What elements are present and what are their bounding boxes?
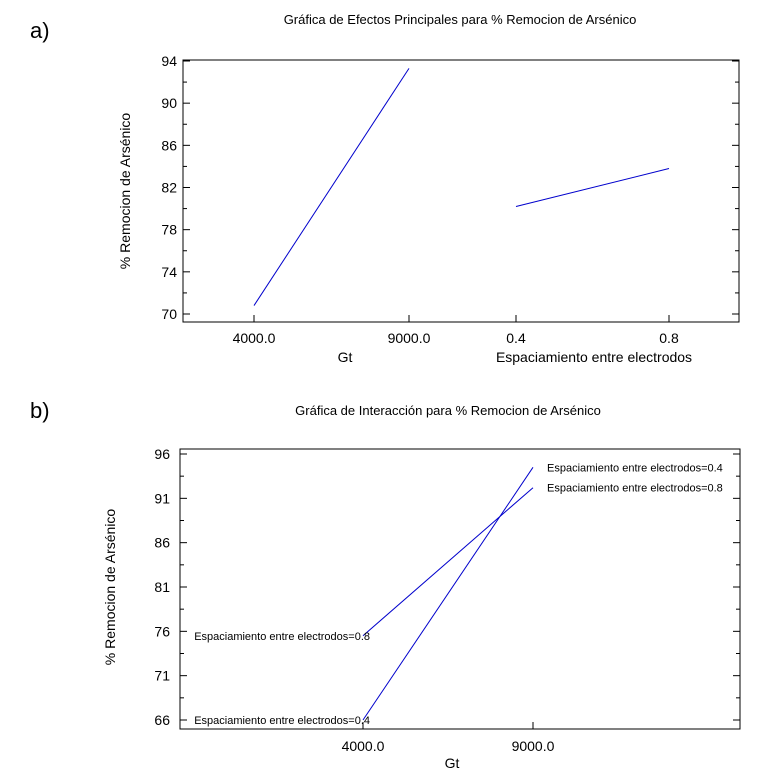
chart-b-title: Gráfica de Interacción para % Remocion d… bbox=[295, 403, 601, 418]
series-start-label: Espaciamiento entre electrodos=0.4 bbox=[194, 715, 370, 727]
x-tick-label: 4000.0 bbox=[342, 738, 385, 754]
chart-b-x-axis: 4000.0 9000.0 bbox=[342, 722, 555, 754]
y-tick-label: 71 bbox=[154, 668, 170, 684]
y-tick-label: 86 bbox=[161, 137, 177, 153]
interaction-chart: b) Gráfica de Interacción para % Remocio… bbox=[30, 398, 741, 771]
chart-a-y-label: % Remocion de Arsénico bbox=[117, 113, 133, 270]
chart-a-x-axis: 4000.0 9000.0 0.4 0.8 bbox=[233, 315, 679, 346]
y-tick-label: 76 bbox=[154, 623, 170, 639]
chart-b-frame bbox=[179, 448, 741, 730]
panel-label-a: a) bbox=[30, 18, 50, 43]
x-tick-label: 0.8 bbox=[659, 330, 679, 346]
interaction-line-1 bbox=[362, 487, 534, 637]
y-tick-label: 66 bbox=[154, 712, 170, 728]
y-tick-label: 86 bbox=[154, 535, 170, 551]
chart-b-x-label: Gt bbox=[445, 755, 460, 771]
chart-a-factor-label-espaciamiento: Espaciamiento entre electrodos bbox=[496, 349, 692, 365]
effect-line-1 bbox=[515, 168, 670, 207]
y-tick-label: 78 bbox=[161, 222, 177, 238]
y-tick-label: 82 bbox=[161, 180, 177, 196]
chart-b-y-label: % Remocion de Arsénico bbox=[102, 509, 118, 666]
main-effects-chart: a) Gráfica de Efectos Principales para %… bbox=[30, 12, 740, 365]
y-tick-label: 94 bbox=[161, 53, 177, 69]
y-tick-label: 70 bbox=[161, 306, 177, 322]
y-tick-label: 90 bbox=[161, 95, 177, 111]
chart-a-title: Gráfica de Efectos Principales para % Re… bbox=[284, 12, 637, 27]
series-start-label: Espaciamiento entre electrodos=0.8 bbox=[194, 631, 370, 643]
chart-b-plot-area: Espaciamiento entre electrodos=0.4 Espaci… bbox=[194, 462, 723, 727]
chart-a-plot-area bbox=[253, 68, 670, 306]
series-end-label: Espaciamiento entre electrodos=0.4 bbox=[547, 462, 723, 474]
y-tick-label: 74 bbox=[161, 264, 177, 280]
series-end-label: Espaciamiento entre electrodos=0.8 bbox=[547, 483, 723, 495]
chart-a-frame bbox=[182, 59, 740, 323]
x-tick-label: 9000.0 bbox=[388, 330, 431, 346]
interaction-line-0 bbox=[362, 467, 534, 721]
chart-a-factor-label-gt: Gt bbox=[338, 349, 353, 365]
effect-line-0 bbox=[253, 68, 410, 306]
x-tick-label: 0.4 bbox=[506, 330, 526, 346]
chart-b-y-axis: 66 71 76 81 86 91 96 bbox=[154, 446, 740, 728]
x-tick-label: 9000.0 bbox=[512, 738, 555, 754]
y-tick-label: 91 bbox=[154, 490, 170, 506]
y-tick-label: 96 bbox=[154, 446, 170, 462]
chart-a-y-axis: 70 74 78 82 86 90 94 bbox=[161, 53, 739, 322]
y-tick-label: 81 bbox=[154, 579, 170, 595]
panel-label-b: b) bbox=[30, 398, 50, 423]
x-tick-label: 4000.0 bbox=[233, 330, 276, 346]
